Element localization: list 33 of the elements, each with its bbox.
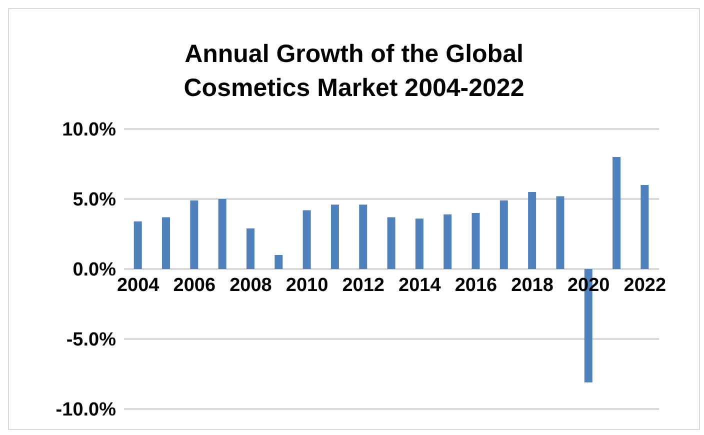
y-tick-label: 5.0% [72,190,116,211]
x-tick-label: 2018 [511,275,554,296]
y-tick-label: -10.0% [56,400,116,421]
bar [612,157,621,269]
bar [302,210,311,269]
bar [387,217,396,269]
bar [246,228,254,269]
bar [472,213,480,269]
bar [556,196,564,269]
bar [134,221,142,269]
bar [528,192,536,269]
bar [640,185,649,269]
x-tick-label: 2008 [230,275,272,296]
x-tick-label: 2016 [454,275,498,296]
bar [162,217,170,269]
bar [190,200,198,269]
bar [330,204,339,269]
x-tick-label: 2006 [173,275,216,296]
bar [500,200,508,269]
x-tick-label: 2004 [116,275,160,296]
x-tick-label: 2022 [624,275,666,296]
bar [415,218,424,269]
x-tick-label: 2014 [398,275,442,296]
bar [444,214,452,269]
y-tick-label: 0.0% [72,260,116,281]
bar [359,204,368,269]
x-tick-label: 2010 [286,275,328,296]
y-tick-label: 10.0% [62,120,116,141]
bar [274,255,283,269]
y-tick-label: -5.0% [66,330,116,351]
chart-title: Annual Growth of the Global Cosmetics Market 2004-2022 [182,39,526,104]
bar [218,199,226,269]
x-tick-label: 2012 [342,275,384,296]
